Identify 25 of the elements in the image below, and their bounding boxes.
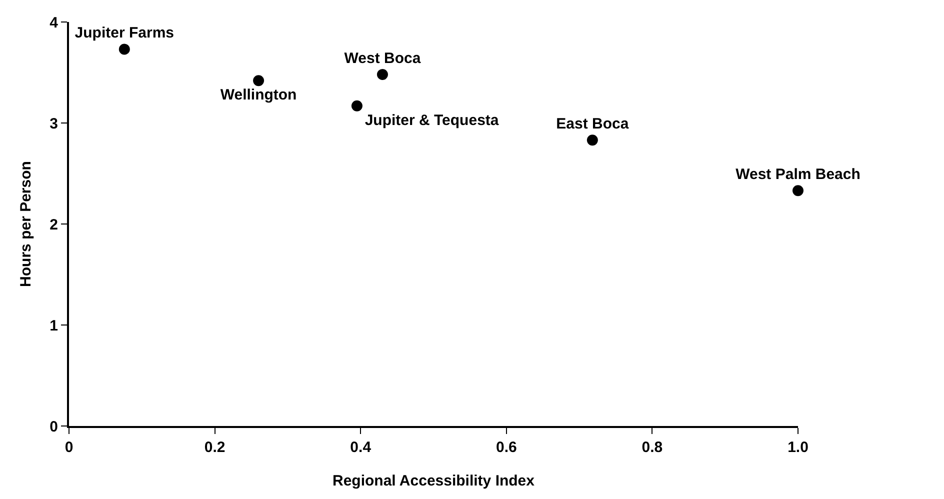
- series-label: East Boca: [556, 116, 630, 133]
- point: [586, 134, 598, 146]
- y-tick-label: 3: [50, 115, 58, 132]
- point: [792, 185, 804, 196]
- series-label: West Boca: [344, 50, 422, 67]
- y-tick-label: 2: [50, 216, 58, 234]
- point: [253, 75, 264, 86]
- point: [118, 44, 130, 55]
- x-tick-label: 0: [64, 439, 74, 456]
- point: [351, 100, 362, 112]
- x-tick-label: 0.2: [204, 439, 226, 456]
- x-tick-label: 0.8: [642, 439, 663, 456]
- point: [376, 69, 388, 80]
- series-label: Jupiter Farms: [74, 24, 174, 42]
- y-tick-label: 4: [50, 14, 59, 32]
- series-label: West Palm Beach: [736, 166, 860, 184]
- series-label: Jupiter & Tequesta: [364, 112, 500, 129]
- x-tick-label: 0.4: [350, 439, 372, 456]
- series-label: Wellington: [220, 86, 297, 104]
- x-tick-label: 1.0: [788, 439, 808, 456]
- y-axis-title: Hours per Person: [17, 161, 34, 287]
- y-tick-label: 0: [50, 418, 58, 436]
- y-tick-label: 1: [50, 317, 58, 334]
- x-axis-title: Regional Accessibility Index: [332, 472, 536, 490]
- x-tick-label: 0.6: [496, 439, 517, 456]
